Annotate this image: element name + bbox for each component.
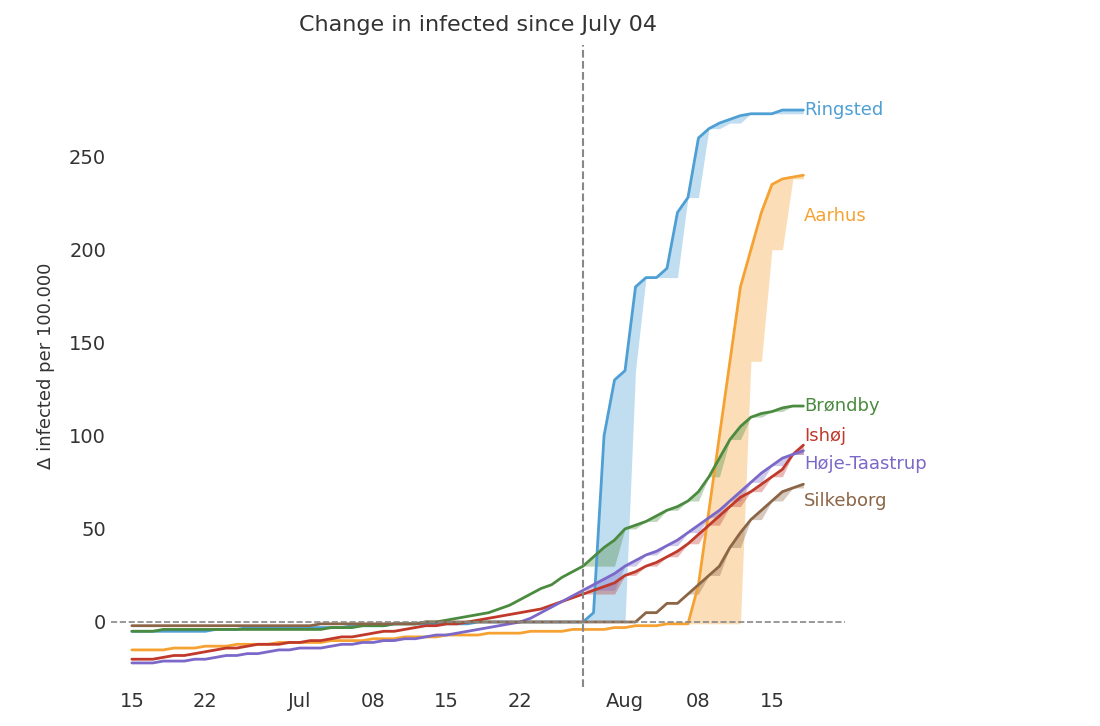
Text: Aarhus: Aarhus bbox=[804, 207, 867, 225]
Text: Brøndby: Brøndby bbox=[804, 397, 880, 415]
Title: Change in infected since July 04: Change in infected since July 04 bbox=[299, 15, 657, 35]
Y-axis label: Δ infected per 100.000: Δ infected per 100.000 bbox=[37, 263, 55, 469]
Text: Ringsted: Ringsted bbox=[804, 101, 883, 119]
Text: Høje-Taastrup: Høje-Taastrup bbox=[804, 454, 926, 473]
Text: Silkeborg: Silkeborg bbox=[804, 492, 888, 510]
Text: Ishøj: Ishøj bbox=[804, 427, 846, 445]
